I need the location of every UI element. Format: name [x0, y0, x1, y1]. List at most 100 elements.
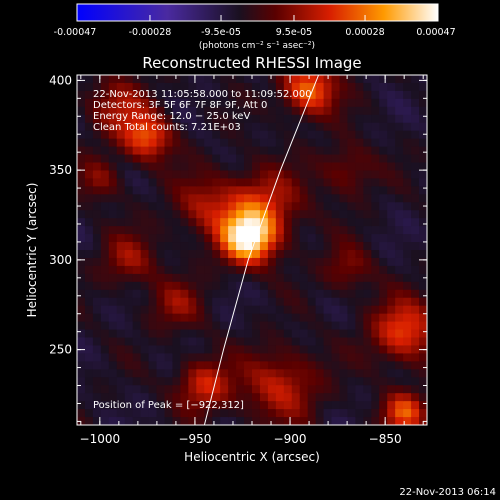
heatmap-cell: [283, 226, 293, 235]
heatmap-cell: [140, 265, 150, 275]
heatmap-cell: [172, 170, 181, 179]
heatmap-cell: [100, 210, 110, 219]
heatmap-cell: [411, 90, 420, 100]
heatmap-cell: [315, 353, 325, 362]
heatmap-cell: [291, 75, 301, 84]
heatmap-cell: [403, 82, 412, 92]
heatmap-cell: [371, 106, 380, 116]
heatmap-cell: [347, 250, 356, 259]
heatmap-cell: [180, 321, 189, 331]
heatmap-cell: [212, 170, 221, 179]
heatmap-cell: [395, 122, 404, 132]
heatmap-cell: [148, 329, 158, 339]
heatmap-cell: [275, 417, 285, 425]
heatmap-cell: [267, 257, 277, 267]
heatmap-cell: [371, 122, 380, 132]
heatmap-cell: [116, 90, 126, 100]
heatmap-cell: [156, 393, 166, 402]
heatmap-cell: [100, 409, 110, 418]
heatmap-cell: [100, 234, 110, 243]
heatmap-cell: [371, 90, 380, 100]
heatmap-cell: [220, 250, 229, 259]
heatmap-cell: [307, 369, 317, 378]
heatmap-cell: [132, 202, 142, 211]
heatmap-cell: [148, 154, 158, 164]
heatmap-cell: [387, 162, 396, 172]
heatmap-cell: [156, 178, 166, 187]
heatmap-cell: [291, 114, 301, 124]
heatmap-cell: [379, 242, 388, 251]
heatmap-cell: [100, 90, 110, 100]
heatmap-cell: [92, 218, 102, 227]
heatmap-cell: [323, 273, 333, 283]
heatmap-cell: [156, 409, 166, 418]
heatmap-cell: [244, 313, 253, 323]
heatmap-cell: [323, 361, 333, 370]
heatmap-cell: [339, 194, 349, 203]
heatmap-cell: [315, 393, 325, 402]
heatmap-cell: [180, 82, 189, 92]
heatmap-cell: [108, 353, 118, 362]
heatmap-cell: [267, 321, 277, 331]
heatmap-cell: [196, 210, 205, 219]
heatmap-cell: [204, 82, 213, 92]
heatmap-cell: [228, 353, 237, 362]
heatmap-cell: [403, 377, 412, 386]
heatmap-cell: [188, 361, 197, 370]
heatmap-cell: [77, 313, 86, 323]
heatmap-cell: [77, 90, 86, 100]
heatmap-cell: [84, 170, 94, 179]
heatmap-cell: [108, 162, 118, 172]
heatmap-cell: [379, 353, 388, 362]
colorbar-tick-label: -0.00047: [54, 27, 97, 38]
heatmap-cell: [371, 194, 380, 203]
heatmap-cell: [156, 329, 166, 339]
heatmap-cell: [220, 106, 229, 116]
heatmap-cell: [180, 162, 189, 172]
heatmap-cell: [164, 297, 174, 307]
heatmap-cell: [275, 353, 285, 362]
heatmap-cell: [92, 393, 102, 402]
heatmap-cell: [140, 321, 150, 331]
heatmap-cell: [379, 361, 388, 370]
heatmap-cell: [307, 250, 317, 259]
heatmap-cell: [124, 106, 134, 116]
heatmap-cell: [84, 353, 94, 362]
heatmap-cell: [196, 393, 205, 402]
heatmap-cell: [164, 98, 174, 108]
heatmap-cell: [204, 321, 213, 331]
heatmap-cell: [77, 369, 86, 378]
heatmap-cell: [108, 321, 118, 331]
heatmap-cell: [387, 90, 396, 100]
heatmap-cell: [116, 226, 126, 235]
heatmap-cell: [299, 162, 309, 172]
heatmap-cell: [84, 178, 94, 187]
heatmap-cell: [108, 186, 118, 195]
heatmap-cell: [299, 178, 309, 187]
heatmap-cell: [140, 289, 150, 299]
heatmap-cell: [172, 130, 181, 140]
heatmap-cell: [339, 106, 349, 116]
heatmap-cell: [212, 154, 221, 164]
heatmap-cell: [411, 257, 420, 267]
heatmap-cell: [116, 361, 126, 370]
heatmap-cell: [267, 353, 277, 362]
heatmap-cell: [299, 130, 309, 140]
heatmap-cell: [387, 186, 396, 195]
heatmap-cell: [236, 353, 245, 362]
heatmap-cell: [84, 329, 94, 339]
heatmap-cell: [395, 226, 404, 235]
heatmap-cell: [188, 218, 197, 227]
heatmap-cell: [140, 361, 150, 370]
heatmap-cell: [204, 273, 213, 283]
heatmap-cell: [92, 329, 102, 339]
heatmap-cell: [283, 345, 293, 354]
heatmap-cell: [204, 170, 213, 179]
heatmap-cell: [307, 234, 317, 243]
heatmap-cell: [347, 178, 356, 187]
heatmap-cell: [220, 186, 229, 195]
heatmap-cell: [84, 257, 94, 267]
heatmap-cell: [108, 273, 118, 283]
heatmap-cell: [387, 353, 396, 362]
heatmap-cell: [108, 154, 118, 164]
